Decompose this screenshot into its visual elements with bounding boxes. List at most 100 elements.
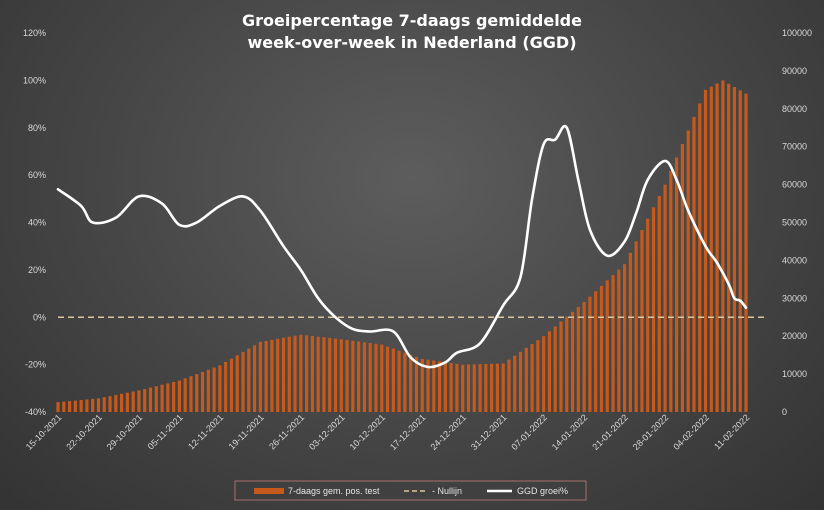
bar-pos-test bbox=[131, 391, 135, 412]
bar-pos-test bbox=[235, 355, 239, 412]
bar-pos-test bbox=[154, 386, 158, 412]
y-left-tick-label: 0% bbox=[33, 312, 46, 322]
bar-pos-test bbox=[333, 338, 338, 412]
bar-pos-test bbox=[443, 362, 447, 412]
bar-pos-test bbox=[305, 335, 309, 412]
x-tick-label: 26-11-2021 bbox=[267, 412, 306, 451]
bar-pos-test bbox=[553, 326, 557, 412]
bar-pos-test bbox=[617, 269, 621, 412]
bar-pos-test bbox=[137, 390, 141, 412]
bar-pos-test bbox=[160, 384, 164, 412]
bar-pos-test bbox=[258, 341, 262, 412]
bar-pos-test bbox=[62, 401, 66, 412]
y-right-tick-label: 40000 bbox=[782, 255, 807, 265]
x-tick-label: 11-02-2022 bbox=[712, 412, 751, 451]
bar-pos-test bbox=[374, 343, 378, 412]
bar-pos-test bbox=[409, 354, 413, 412]
legend-swatch-bars bbox=[254, 488, 284, 494]
bar-pos-test bbox=[565, 316, 569, 412]
bar-pos-test bbox=[287, 336, 291, 412]
bar-pos-test bbox=[299, 334, 303, 412]
bar-pos-test bbox=[264, 340, 268, 412]
bar-pos-test bbox=[293, 335, 297, 412]
bar-pos-test bbox=[490, 363, 494, 412]
bar-pos-test bbox=[651, 207, 656, 412]
y-right-tick-label: 90000 bbox=[782, 66, 807, 76]
bar-pos-test bbox=[646, 218, 650, 412]
bar-pos-test bbox=[206, 369, 210, 412]
bar-pos-test bbox=[322, 337, 326, 412]
bar-pos-test bbox=[594, 291, 598, 412]
bar-pos-test bbox=[108, 396, 112, 412]
bar-pos-test bbox=[738, 90, 742, 412]
bar-pos-test bbox=[172, 381, 176, 412]
bar-pos-test bbox=[472, 364, 476, 412]
y-left-tick-label: 60% bbox=[28, 170, 46, 180]
y-right-tick-label: 20000 bbox=[782, 331, 807, 341]
bar-pos-test bbox=[339, 339, 343, 412]
y-left-tick-label: 120% bbox=[23, 28, 46, 38]
bar-pos-test bbox=[599, 285, 604, 412]
bar-pos-test bbox=[212, 367, 216, 412]
legend-label-bars: 7-daags gem. pos. test bbox=[288, 486, 380, 496]
bar-pos-test bbox=[744, 93, 748, 412]
y-right-tick-label: 70000 bbox=[782, 142, 807, 152]
bar-pos-test bbox=[247, 348, 251, 412]
bar-pos-test bbox=[420, 358, 424, 412]
bar-pos-test bbox=[611, 275, 615, 412]
bar-pos-test bbox=[148, 387, 153, 412]
bar-pos-test bbox=[675, 157, 679, 412]
y-right-tick-label: 50000 bbox=[782, 218, 807, 228]
bar-pos-test bbox=[507, 359, 511, 412]
bar-pos-test bbox=[559, 321, 563, 412]
chart-title-line-1: Groeipercentage 7-daags gemiddelde bbox=[242, 11, 582, 30]
bar-pos-test bbox=[125, 392, 129, 412]
y-right-tick-label: 100000 bbox=[782, 28, 812, 38]
bar-pos-test bbox=[73, 400, 77, 412]
bar-pos-test bbox=[588, 296, 592, 412]
bar-pos-test bbox=[96, 398, 101, 412]
bar-pos-test bbox=[224, 362, 228, 412]
x-tick-label: 21-01-2022 bbox=[590, 412, 630, 452]
bar-pos-test bbox=[715, 83, 719, 412]
bar-pos-test bbox=[461, 364, 465, 413]
bar-pos-test bbox=[114, 394, 118, 412]
y-right-tick-label: 0 bbox=[782, 407, 787, 417]
bar-pos-test bbox=[547, 331, 552, 412]
bar-pos-test bbox=[542, 336, 546, 412]
bar-pos-test bbox=[229, 358, 234, 412]
bar-pos-test bbox=[67, 401, 72, 412]
x-tick-label: 04-02-2022 bbox=[671, 412, 711, 452]
y-right-tick-label: 30000 bbox=[782, 293, 807, 303]
bar-pos-test bbox=[385, 346, 390, 412]
x-tick-label: 03-12-2021 bbox=[307, 412, 347, 452]
y-left-tick-label: 100% bbox=[23, 75, 46, 85]
bar-pos-test bbox=[345, 339, 349, 412]
x-tick-label: 22-10-2021 bbox=[64, 412, 104, 452]
bar-pos-test bbox=[195, 374, 199, 412]
y-left-axis: -40% -20% 0% 20% 40% 60% 80% 100% 120% bbox=[23, 28, 46, 417]
bar-pos-test bbox=[727, 83, 731, 412]
x-tick-label: 12-11-2021 bbox=[186, 412, 225, 451]
bar-pos-test bbox=[692, 116, 696, 413]
y-left-tick-label: -40% bbox=[25, 407, 46, 417]
y-left-tick-label: 20% bbox=[28, 265, 46, 275]
bar-pos-test bbox=[657, 195, 661, 412]
bar-pos-test bbox=[414, 356, 419, 412]
bar-pos-test bbox=[102, 397, 106, 412]
bar-pos-test bbox=[576, 306, 580, 412]
bar-pos-test bbox=[218, 365, 222, 412]
bar-pos-test bbox=[357, 341, 361, 412]
bar-pos-test bbox=[281, 337, 286, 412]
bar-pos-test bbox=[91, 398, 95, 412]
bar-pos-test bbox=[368, 343, 372, 412]
y-right-tick-label: 10000 bbox=[782, 369, 807, 379]
bar-pos-test bbox=[484, 363, 488, 412]
x-tick-label: 19-11-2021 bbox=[227, 412, 266, 451]
bar-pos-test bbox=[391, 348, 395, 412]
bar-pos-test bbox=[536, 340, 540, 412]
bar-pos-test bbox=[518, 351, 523, 412]
bar-pos-test bbox=[524, 347, 528, 412]
